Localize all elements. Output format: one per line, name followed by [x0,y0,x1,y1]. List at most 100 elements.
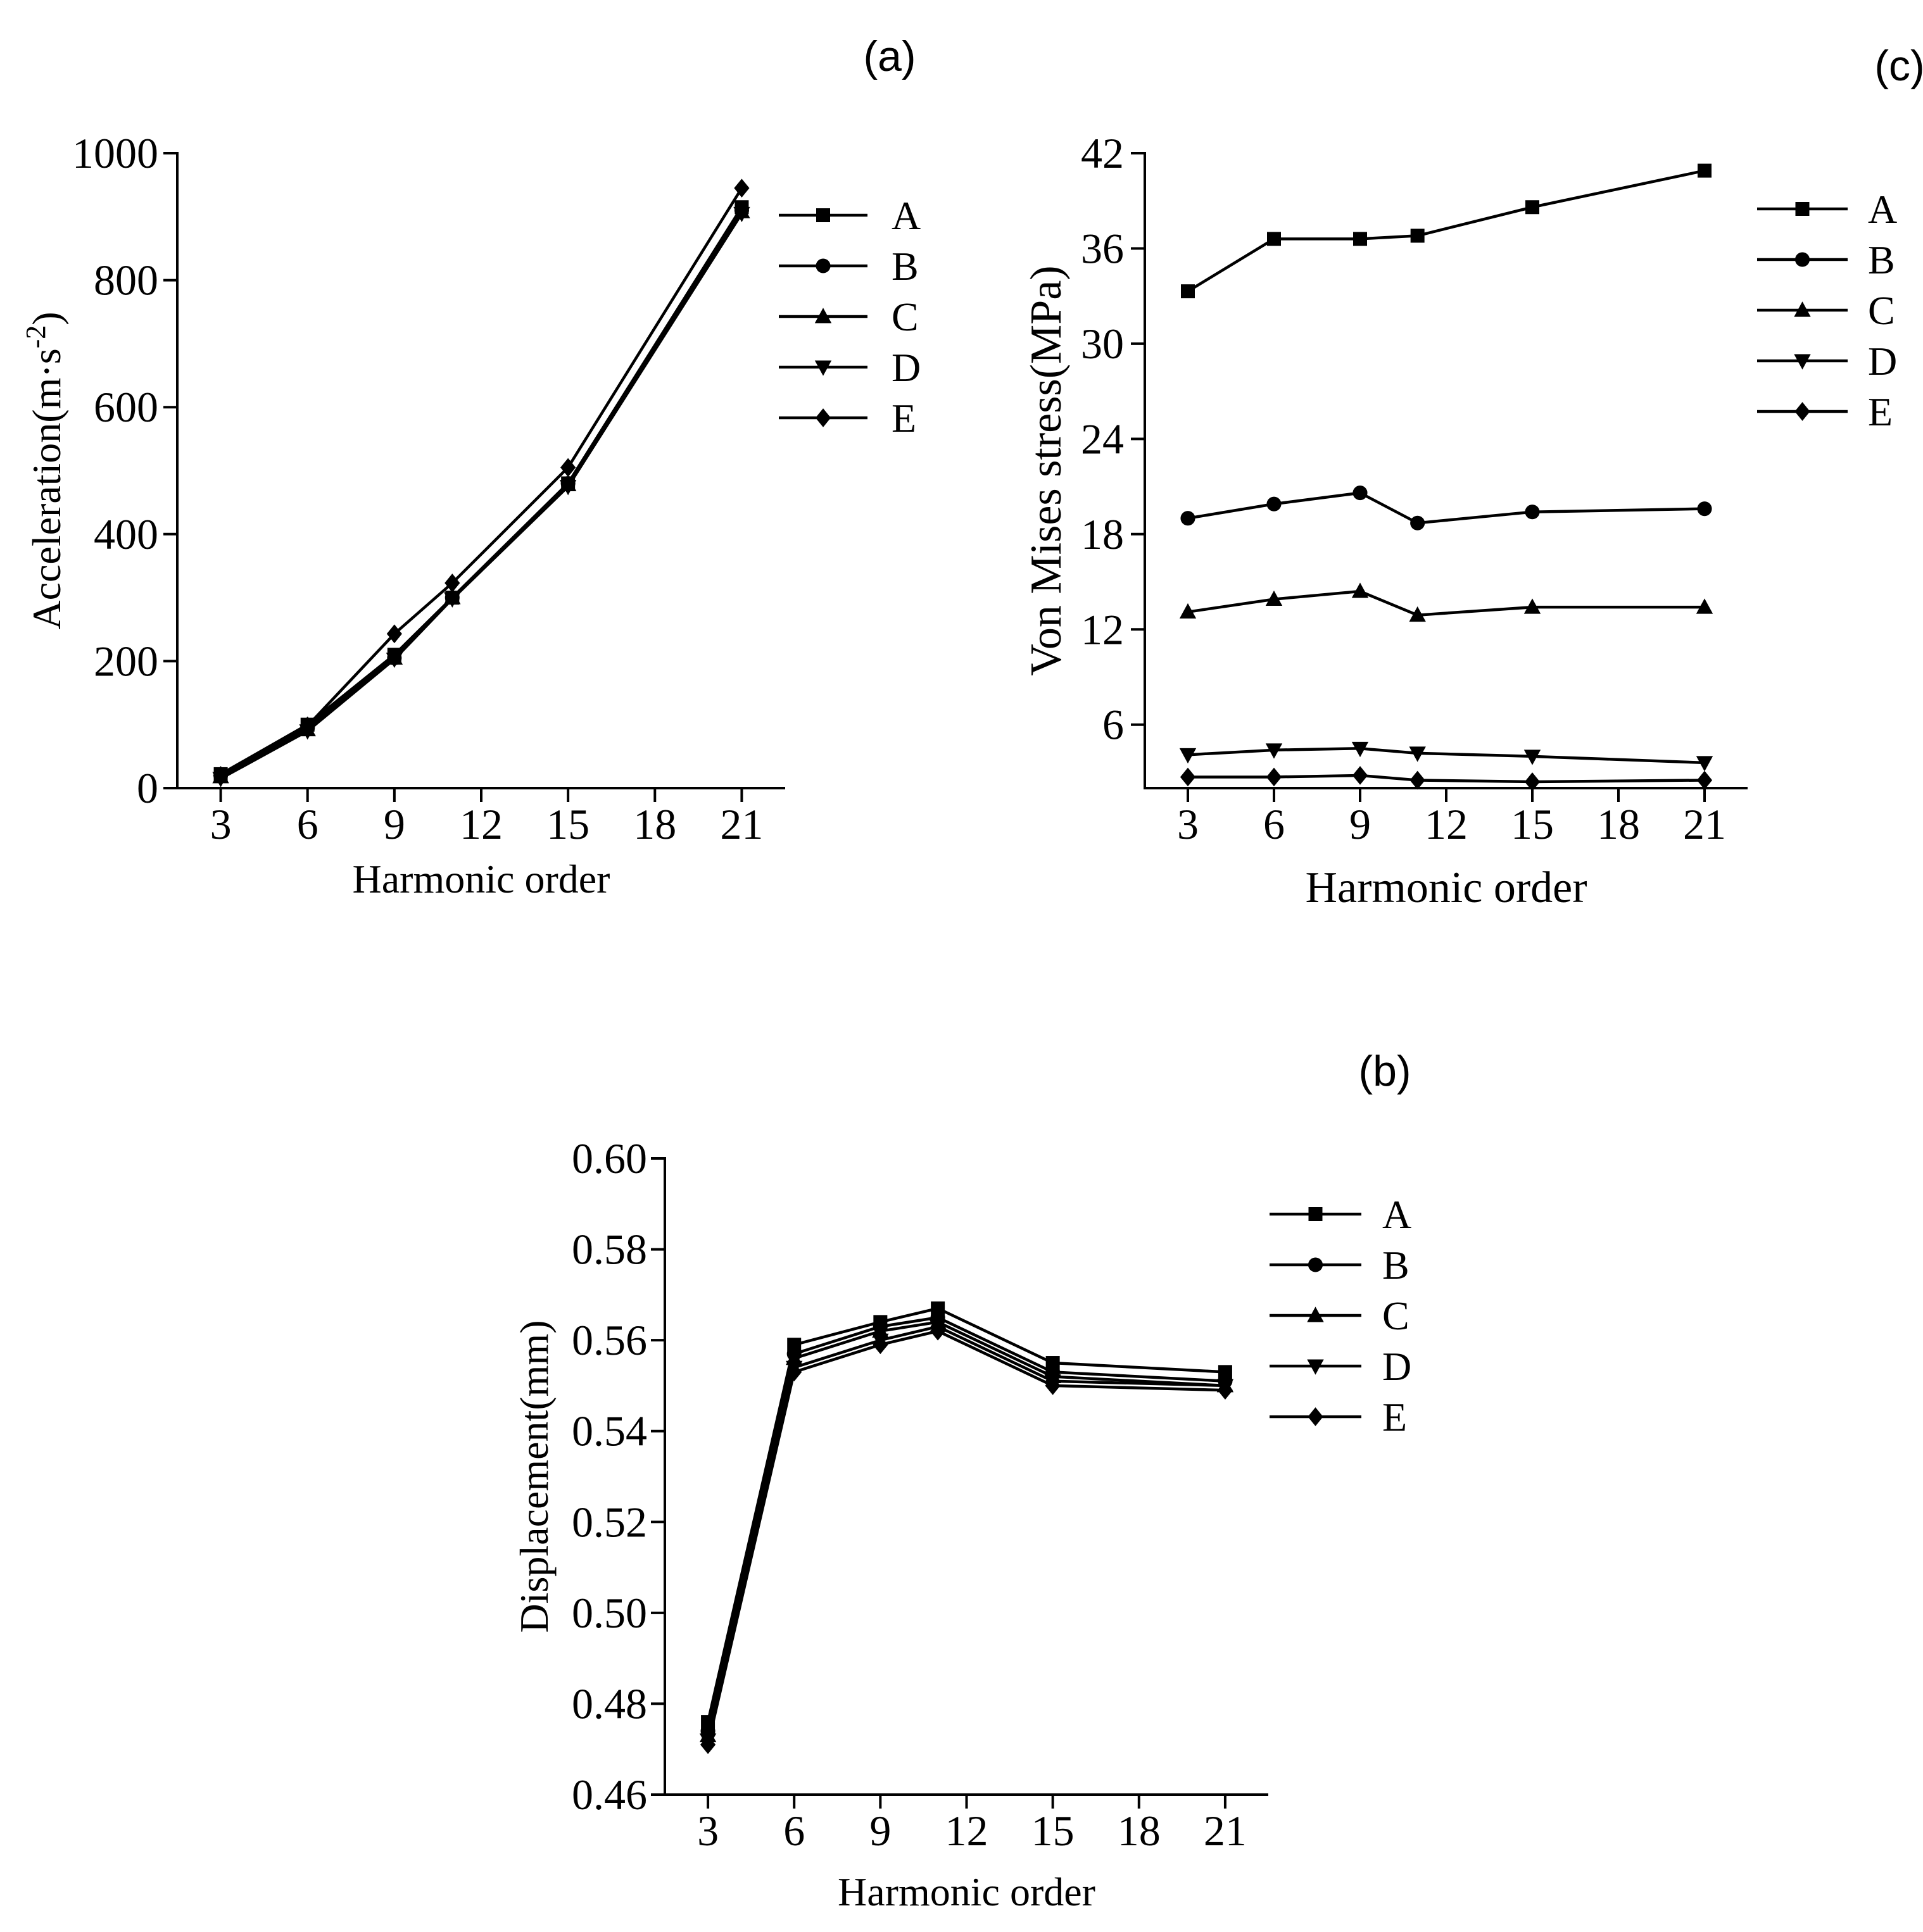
data-point-B [1410,515,1425,530]
x-tick-label: 15 [546,800,590,848]
legend-entry-A: A [1757,187,1897,232]
legend-marker [1308,1257,1323,1272]
x-tick-label: 6 [297,800,318,848]
data-point-B [1266,496,1282,511]
data-point-A [1353,232,1367,246]
data-point-E [299,716,315,736]
data-point-D [1696,756,1713,772]
data-point-A [1267,232,1281,246]
data-point-E [1409,770,1425,790]
legend-label: C [1868,288,1895,333]
y-axis-title-superscript: -2 [20,325,51,349]
data-point-E [700,1735,716,1754]
legend-label: D [1868,339,1897,384]
legend-entry-D: D [1757,339,1897,384]
x-tick-label: 21 [1683,800,1726,848]
x-tick-label: 12 [945,1807,988,1855]
y-axis-title-close: ) [24,311,69,325]
x-tick-label: 9 [384,800,405,848]
legend-entry-B: B [1757,237,1895,282]
y-tick-label: 0.48 [572,1679,647,1728]
y-tick-label: 600 [94,383,158,431]
series-line-A [1187,169,1705,293]
legend-marker [1307,1359,1324,1375]
series-line-E [1188,774,1705,784]
legend-label: E [892,396,916,441]
series-line-D [1187,747,1705,765]
legend-entry-E: E [1270,1395,1407,1440]
y-tick-label: 12 [1081,605,1124,653]
legend-label: A [892,193,921,238]
x-axis-title: Harmonic order [353,856,610,901]
series-A [1181,163,1712,299]
x-tick-label: 18 [1597,800,1640,848]
data-point-E [1045,1376,1061,1395]
legend-marker [1794,252,1810,267]
y-tick-label: 18 [1081,510,1124,558]
series-D [1179,741,1713,772]
legend-marker [816,258,831,273]
series-E [700,1321,1233,1754]
legend-marker [814,308,832,323]
data-point-C [1179,603,1197,619]
series-D [699,1320,1234,1749]
y-tick-label: 1000 [72,129,158,177]
y-tick-label: 42 [1081,129,1124,177]
chart-panel-2: (b) 3 6 9 12 15 18 21 0.46 0.48 0.50 0.52 0.54 0.56 0.… [512,1047,1411,1914]
data-point-E [734,179,750,198]
x-tick-label: 9 [869,1807,891,1855]
y-tick-label: 24 [1081,415,1124,463]
series-E [213,179,750,785]
series-B [1180,486,1712,530]
legend-label: B [892,244,919,289]
panel-label: (a) [863,32,916,80]
x-tick-label: 6 [783,1807,805,1855]
y-tick-label: 0.60 [572,1134,647,1182]
x-tick-label: 21 [1204,1807,1247,1855]
data-point-D [1265,743,1283,759]
y-tick-label: 0.46 [572,1771,647,1819]
x-tick-label: 12 [460,800,503,848]
y-axis-title: Von Mises stress(MPa) [1022,265,1071,675]
legend-marker [1795,202,1810,216]
series-line-A [706,1307,1226,1722]
series-B [213,203,749,783]
data-point-C [1351,582,1369,598]
x-tick-label: 3 [210,800,232,848]
x-tick-label: 6 [1263,800,1285,848]
series-line-E [220,187,743,777]
legend-label: A [1382,1192,1411,1237]
data-point-D [386,652,403,668]
series-line-B [1187,491,1705,525]
data-point-E [560,458,576,477]
x-tick-label: 3 [1177,800,1199,848]
series-C [212,203,750,784]
y-tick-label: 6 [1102,701,1124,749]
y-tick-label: 36 [1081,224,1124,272]
legend-entry-C: C [779,294,919,339]
x-tick-label: 9 [1349,800,1371,848]
y-tick-label: 0.56 [572,1316,647,1364]
data-point-D [1409,746,1426,762]
data-point-A [1181,284,1195,299]
data-point-C [1265,590,1283,606]
data-point-A [1525,200,1539,215]
legend-entry-A: A [1270,1192,1411,1237]
legend-label: D [892,345,921,390]
legend-label: C [892,294,919,339]
data-point-A [1410,229,1425,243]
y-axis-title: Acceleration(m·s-2) [20,311,69,629]
panel-label: (c) [1874,42,1923,90]
data-point-A [1698,163,1712,178]
y-tick-label: 0 [137,764,158,812]
x-axis-title: Harmonic order [838,1869,1095,1914]
series-line-C [706,1320,1226,1736]
legend-entry-C: C [1757,288,1895,333]
legend-marker [1794,354,1811,370]
x-tick-label: 18 [633,800,676,848]
legend-label: E [1868,389,1893,434]
series-line-E [706,1329,1225,1745]
y-tick-label: 200 [94,637,158,685]
legend-label: E [1382,1395,1407,1440]
